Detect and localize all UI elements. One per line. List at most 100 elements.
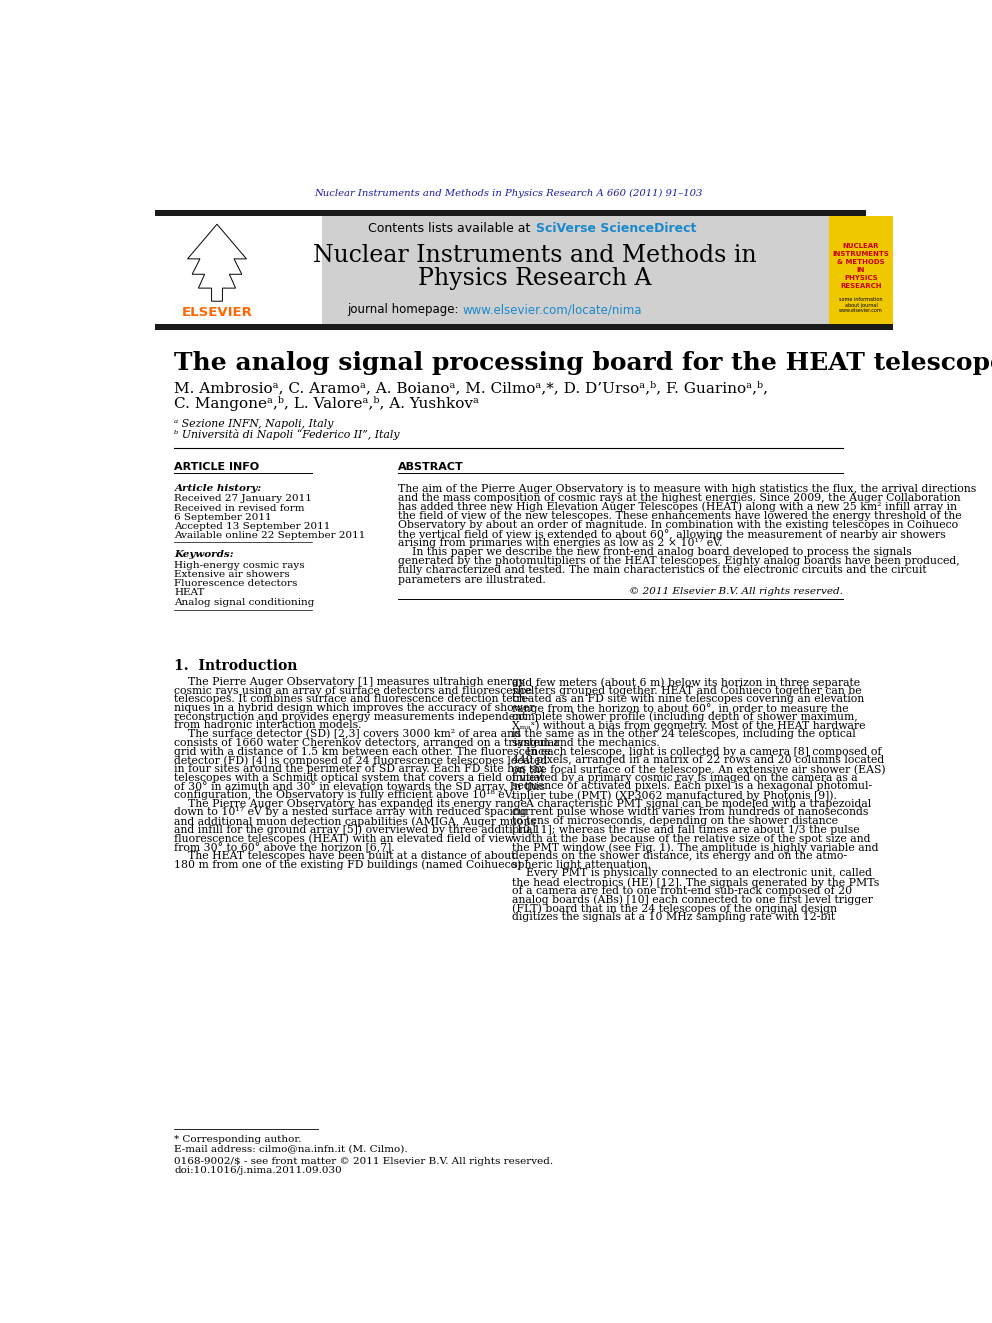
Text: is the same as in the other 24 telescopes, including the optical: is the same as in the other 24 telescope… xyxy=(512,729,855,740)
Text: Xₘₐˣ) without a bias from geometry. Most of the HEAT hardware: Xₘₐˣ) without a bias from geometry. Most… xyxy=(512,721,865,732)
Text: some information
about journal
www.elsevier.com: some information about journal www.elsev… xyxy=(839,296,883,314)
Text: Received 27 January 2011: Received 27 January 2011 xyxy=(175,495,312,504)
Bar xyxy=(155,216,321,324)
Text: down to 10¹⁷ eV by a nested surface array with reduced spacing: down to 10¹⁷ eV by a nested surface arra… xyxy=(175,807,527,818)
Text: telescopes. It combines surface and fluorescence detection tech-: telescopes. It combines surface and fluo… xyxy=(175,695,530,704)
Text: 1.  Introduction: 1. Introduction xyxy=(175,659,298,673)
Text: ᵇ Università di Napoli “Federico II”, Italy: ᵇ Università di Napoli “Federico II”, It… xyxy=(175,429,400,441)
Text: 440 pixels, arranged in a matrix of 22 rows and 20 columns located: 440 pixels, arranged in a matrix of 22 r… xyxy=(512,755,884,765)
Text: cosmic rays using an array of surface detectors and fluorescence: cosmic rays using an array of surface de… xyxy=(175,685,533,696)
Text: HEAT: HEAT xyxy=(175,589,204,598)
Text: The aim of the Pierre Auger Observatory is to measure with high statistics the f: The aim of the Pierre Auger Observatory … xyxy=(398,484,976,493)
Text: in four sites around the perimeter of SD array. Each FD site has six: in four sites around the perimeter of SD… xyxy=(175,763,545,774)
Text: Contents lists available at: Contents lists available at xyxy=(368,222,535,235)
Bar xyxy=(155,324,893,329)
Text: on the focal surface of the telescope. An extensive air shower (EAS): on the focal surface of the telescope. A… xyxy=(512,763,885,774)
Text: Fluorescence detectors: Fluorescence detectors xyxy=(175,579,298,589)
Text: www.elsevier.com/locate/nima: www.elsevier.com/locate/nima xyxy=(462,303,642,316)
Text: Accepted 13 September 2011: Accepted 13 September 2011 xyxy=(175,523,330,532)
Text: C. Mangoneᵃ,ᵇ, L. Valoreᵃ,ᵇ, A. Yushkovᵃ: C. Mangoneᵃ,ᵇ, L. Valoreᵃ,ᵇ, A. Yushkovᵃ xyxy=(175,396,479,411)
Text: generated by the photomultipliers of the HEAT telescopes. Eighty analog boards h: generated by the photomultipliers of the… xyxy=(398,557,959,566)
Text: the head electronics (HE) [12]. The signals generated by the PMTs: the head electronics (HE) [12]. The sign… xyxy=(512,877,879,888)
Text: The surface detector (SD) [2,3] covers 3000 km² of area and: The surface detector (SD) [2,3] covers 3… xyxy=(175,729,521,740)
Text: ᵃ Sezione INFN, Napoli, Italy: ᵃ Sezione INFN, Napoli, Italy xyxy=(175,418,333,429)
Text: fluorescence telescopes (HEAT) with an elevated field of view: fluorescence telescopes (HEAT) with an e… xyxy=(175,833,514,844)
Text: © 2011 Elsevier B.V. All rights reserved.: © 2011 Elsevier B.V. All rights reserved… xyxy=(629,586,843,595)
Text: telescopes with a Schmidt optical system that covers a field of view: telescopes with a Schmidt optical system… xyxy=(175,773,546,783)
Text: E-mail address: cilmo@na.infn.it (M. Cilmo).: E-mail address: cilmo@na.infn.it (M. Cil… xyxy=(175,1144,408,1154)
Text: initiated by a primary cosmic ray is imaged on the camera as a: initiated by a primary cosmic ray is ima… xyxy=(512,773,857,783)
Text: The Pierre Auger Observatory has expanded its energy range: The Pierre Auger Observatory has expande… xyxy=(175,799,528,808)
Text: niques in a hybrid design which improves the accuracy of shower: niques in a hybrid design which improves… xyxy=(175,703,535,713)
Text: digitizes the signals at a 10 MHz sampling rate with 12-bit: digitizes the signals at a 10 MHz sampli… xyxy=(512,912,834,922)
Text: Article history:: Article history: xyxy=(175,484,262,492)
Text: [10,11]; whereas the rise and fall times are about 1/3 the pulse: [10,11]; whereas the rise and fall times… xyxy=(512,824,859,835)
Text: Nuclear Instruments and Methods in: Nuclear Instruments and Methods in xyxy=(312,245,757,267)
Text: doi:10.1016/j.nima.2011.09.030: doi:10.1016/j.nima.2011.09.030 xyxy=(175,1166,342,1175)
Text: Received in revised form: Received in revised form xyxy=(175,504,305,513)
Text: of a camera are fed to one front-end sub-rack composed of 20: of a camera are fed to one front-end sub… xyxy=(512,886,851,896)
Text: current pulse whose width varies from hundreds of nanoseconds: current pulse whose width varies from hu… xyxy=(512,807,868,818)
Text: arising from primaries with energies as low as 2 × 10¹⁷ eV.: arising from primaries with energies as … xyxy=(398,538,722,548)
Text: the field of view of the new telescopes. These enhancements have lowered the ene: the field of view of the new telescopes.… xyxy=(398,511,961,521)
Text: Analog signal conditioning: Analog signal conditioning xyxy=(175,598,314,607)
Text: ARTICLE INFO: ARTICLE INFO xyxy=(175,462,260,472)
Text: fully characterized and tested. The main characteristics of the electronic circu: fully characterized and tested. The main… xyxy=(398,565,927,576)
Text: 6 September 2011: 6 September 2011 xyxy=(175,513,272,523)
Text: Nuclear Instruments and Methods in Physics Research A 660 (2011) 91–103: Nuclear Instruments and Methods in Physi… xyxy=(314,189,702,198)
Text: sequence of activated pixels. Each pixel is a hexagonal photomul-: sequence of activated pixels. Each pixel… xyxy=(512,782,872,791)
Text: (FLT) board that in the 24 telescopes of the original design: (FLT) board that in the 24 telescopes of… xyxy=(512,904,836,914)
Text: range from the horizon to about 60°, in order to measure the: range from the horizon to about 60°, in … xyxy=(512,703,848,714)
Text: The analog signal processing board for the HEAT telescopes: The analog signal processing board for t… xyxy=(175,351,992,374)
Text: configuration, the Observatory is fully efficient above 10¹⁸ eV.: configuration, the Observatory is fully … xyxy=(175,790,515,800)
Text: and the mass composition of cosmic rays at the highest energies. Since 2009, the: and the mass composition of cosmic rays … xyxy=(398,492,960,503)
Text: ABSTRACT: ABSTRACT xyxy=(398,462,463,472)
Text: ELSEVIER: ELSEVIER xyxy=(182,306,252,319)
Text: width at the base because of the relative size of the spot size and: width at the base because of the relativ… xyxy=(512,833,870,844)
Text: Physics Research A: Physics Research A xyxy=(418,267,652,290)
Text: and infill for the ground array [5]) overviewed by three additional: and infill for the ground array [5]) ove… xyxy=(175,824,537,835)
Text: grid with a distance of 1.5 km between each other. The fluorescence: grid with a distance of 1.5 km between e… xyxy=(175,746,551,757)
Text: shelters grouped together. HEAT and Coihueco together can be: shelters grouped together. HEAT and Coih… xyxy=(512,685,861,696)
Text: treated as an FD site with nine telescopes covering an elevation: treated as an FD site with nine telescop… xyxy=(512,695,864,704)
Text: consists of 1660 water Cherenkov detectors, arranged on a triangular: consists of 1660 water Cherenkov detecto… xyxy=(175,738,559,747)
Text: to tens of microseconds, depending on the shower distance: to tens of microseconds, depending on th… xyxy=(512,816,837,826)
Text: the vertical field of view is extended to about 60°, allowing the measurement of: the vertical field of view is extended t… xyxy=(398,529,945,540)
Text: Every PMT is physically connected to an electronic unit, called: Every PMT is physically connected to an … xyxy=(512,868,872,878)
Text: from hadronic interaction models.: from hadronic interaction models. xyxy=(175,721,362,730)
Text: and few meters (about 6 m) below its horizon in three separate: and few meters (about 6 m) below its hor… xyxy=(512,677,860,688)
Text: * Corresponding author.: * Corresponding author. xyxy=(175,1135,302,1144)
Text: Keywords:: Keywords: xyxy=(175,550,234,558)
Text: the PMT window (see Fig. 1). The amplitude is highly variable and: the PMT window (see Fig. 1). The amplitu… xyxy=(512,843,878,853)
Text: analog boards (ABs) [10] each connected to one first level trigger: analog boards (ABs) [10] each connected … xyxy=(512,894,872,905)
Text: The Pierre Auger Observatory [1] measures ultrahigh energy: The Pierre Auger Observatory [1] measure… xyxy=(175,677,526,687)
Text: The HEAT telescopes have been built at a distance of about: The HEAT telescopes have been built at a… xyxy=(175,851,516,861)
Text: journal homepage:: journal homepage: xyxy=(347,303,462,316)
Text: has added three new High Elevation Auger Telescopes (HEAT) along with a new 25 k: has added three new High Elevation Auger… xyxy=(398,501,956,512)
Text: High-energy cosmic rays: High-energy cosmic rays xyxy=(175,561,305,570)
Text: In each telescope, light is collected by a camera [8] composed of: In each telescope, light is collected by… xyxy=(512,746,881,757)
Text: SciVerse ScienceDirect: SciVerse ScienceDirect xyxy=(536,222,696,235)
Text: from 30° to 60° above the horizon [6,7].: from 30° to 60° above the horizon [6,7]. xyxy=(175,843,395,853)
Text: 0168-9002/$ - see front matter © 2011 Elsevier B.V. All rights reserved.: 0168-9002/$ - see front matter © 2011 El… xyxy=(175,1156,554,1166)
Bar xyxy=(829,216,893,324)
Text: reconstruction and provides energy measurements independent: reconstruction and provides energy measu… xyxy=(175,712,527,722)
Text: complete shower profile (including depth of shower maximum,: complete shower profile (including depth… xyxy=(512,712,857,722)
Text: M. Ambrosioᵃ, C. Aramoᵃ, A. Boianoᵃ, M. Cilmoᵃ,*, D. D’Ursoᵃ,ᵇ, F. Guarinoᵃ,ᵇ,: M. Ambrosioᵃ, C. Aramoᵃ, A. Boianoᵃ, M. … xyxy=(175,381,769,396)
Text: and additional muon detection capabilities (AMIGA, Auger muons: and additional muon detection capabiliti… xyxy=(175,816,537,827)
Text: tiplier tube (PMT) (XP3062 manufactured by Photonis [9]).: tiplier tube (PMT) (XP3062 manufactured … xyxy=(512,790,836,800)
Text: In this paper we describe the new front-end analog board developed to process th: In this paper we describe the new front-… xyxy=(398,548,912,557)
Text: Available online 22 September 2011: Available online 22 September 2011 xyxy=(175,532,366,540)
Text: parameters are illustrated.: parameters are illustrated. xyxy=(398,574,546,585)
Text: of 30° in azimuth and 30° in elevation towards the SD array. In this: of 30° in azimuth and 30° in elevation t… xyxy=(175,782,546,792)
Text: system and the mechanics.: system and the mechanics. xyxy=(512,738,660,747)
Text: Observatory by about an order of magnitude. In combination with the existing tel: Observatory by about an order of magnitu… xyxy=(398,520,957,531)
Text: depends on the shower distance, its energy and on the atmo-: depends on the shower distance, its ener… xyxy=(512,851,846,861)
Text: detector (FD) [4] is composed of 24 fluorescence telescopes located: detector (FD) [4] is composed of 24 fluo… xyxy=(175,755,548,766)
Text: spheric light attenuation.: spheric light attenuation. xyxy=(512,860,651,869)
Bar xyxy=(155,216,829,324)
Text: A characteristic PMT signal can be modeled with a trapezoidal: A characteristic PMT signal can be model… xyxy=(512,799,871,808)
Text: Extensive air showers: Extensive air showers xyxy=(175,570,290,579)
Bar xyxy=(155,210,866,216)
Text: NUCLEAR
INSTRUMENTS
& METHODS
IN
PHYSICS
RESEARCH: NUCLEAR INSTRUMENTS & METHODS IN PHYSICS… xyxy=(832,243,890,290)
